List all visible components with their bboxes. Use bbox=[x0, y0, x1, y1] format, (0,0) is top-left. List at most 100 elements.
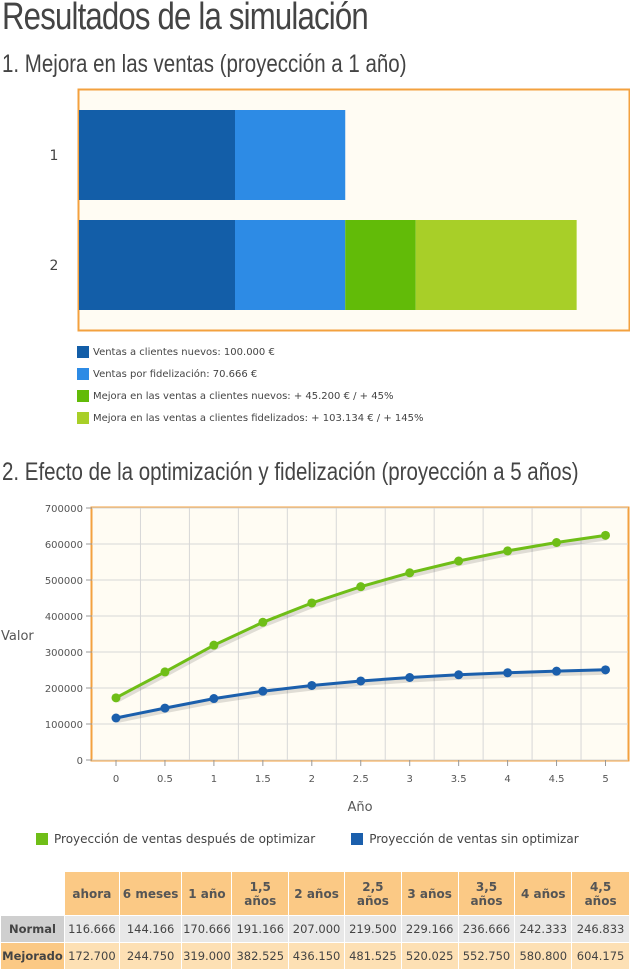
table-cell: 580.800 bbox=[514, 942, 573, 970]
table-cell: 116.666 bbox=[63, 915, 120, 943]
x-tick-label: 1 bbox=[211, 774, 217, 785]
y-tick-label: 700000 bbox=[45, 504, 83, 515]
bar-chart-legend: Ventas a clientes nuevos: 100.000 € Vent… bbox=[77, 341, 424, 429]
table-column-header: 2 años bbox=[288, 871, 345, 916]
x-tick-label: 2.5 bbox=[353, 774, 369, 785]
table-row: Mejorado 172.700 244.750 319.000 382.525 436.… bbox=[0, 942, 630, 970]
data-point bbox=[405, 673, 415, 683]
data-point bbox=[356, 676, 366, 686]
table-column-header: 1 año bbox=[181, 871, 233, 916]
bar-segment bbox=[79, 110, 235, 200]
x-tick-label: 3 bbox=[407, 774, 413, 785]
data-point bbox=[601, 530, 610, 540]
legend-item-optimized: Proyección de ventas después de optimiza… bbox=[36, 832, 315, 846]
y-tick-label: 0 bbox=[77, 756, 83, 767]
bar-segment bbox=[415, 220, 577, 310]
table-cell: 170.666 bbox=[181, 915, 233, 943]
table-cell: 552.750 bbox=[457, 942, 516, 970]
legend-swatch bbox=[36, 833, 48, 845]
table-column-header: 4,5 años bbox=[571, 871, 630, 916]
table-column-header: 3,5 años bbox=[457, 871, 516, 916]
table-column-header: 4 años bbox=[514, 871, 573, 916]
x-tick-label: 1.5 bbox=[255, 774, 271, 785]
x-tick-label: 4 bbox=[504, 774, 510, 785]
table-cell: 236.666 bbox=[457, 915, 516, 943]
table-cell: 481.525 bbox=[343, 942, 402, 970]
y-tick-label: 500000 bbox=[45, 576, 83, 587]
legend-item-new-clients: Ventas a clientes nuevos: 100.000 € bbox=[77, 341, 424, 363]
table-cell: 191.166 bbox=[231, 915, 290, 943]
x-tick-label: 3.5 bbox=[451, 774, 467, 785]
legend-item-not-optimized: Proyección de ventas sin optimizar bbox=[351, 832, 579, 846]
table-column-header: 2,5 años bbox=[343, 871, 402, 916]
bar-chart: 12 bbox=[50, 88, 630, 332]
line-chart: 0 100000 200000 300000 400000 500000 600000 700… bbox=[1, 504, 630, 815]
table-column-header: 6 meses bbox=[118, 871, 183, 916]
x-tick-label: 0 bbox=[113, 774, 119, 785]
table-cell: 207.000 bbox=[288, 915, 345, 943]
table-row-label: Normal bbox=[0, 915, 65, 943]
data-point bbox=[209, 640, 219, 650]
y-tick-label: 300000 bbox=[45, 648, 83, 659]
data-point bbox=[258, 617, 268, 627]
data-point bbox=[552, 537, 562, 547]
x-tick-label: 5 bbox=[602, 774, 608, 785]
data-point bbox=[160, 667, 170, 677]
legend-swatch bbox=[351, 833, 364, 845]
projection-table: ahora 6 meses 1 año 1,5 años 2 años 2,5 años 3… bbox=[0, 871, 630, 970]
x-tick-label: 2 bbox=[309, 774, 315, 785]
data-point bbox=[307, 680, 317, 690]
data-point bbox=[307, 598, 317, 608]
y-tick-label: 600000 bbox=[45, 540, 83, 551]
table-row: Normal 116.666 144.166 170.666 191.166 207.00… bbox=[0, 915, 630, 943]
section-title-sales: 1. Mejora en las ventas (proyección a 1 … bbox=[2, 50, 407, 78]
legend-swatch bbox=[77, 368, 89, 380]
legend-item-improve-new: Mejora en las ventas a clientes nuevos: … bbox=[77, 385, 424, 407]
table-header-row: ahora 6 meses 1 año 1,5 años 2 años 2,5 años 3… bbox=[0, 871, 630, 916]
legend-item-loyalty: Ventas por fidelización: 70.666 € bbox=[77, 363, 424, 385]
data-point bbox=[503, 546, 513, 556]
data-point bbox=[111, 693, 121, 703]
table-column-header: 3 años bbox=[400, 871, 459, 916]
y-axis-label: Valor bbox=[1, 629, 34, 644]
data-point bbox=[405, 568, 415, 578]
table-row-label: Mejorado bbox=[0, 942, 65, 970]
legend-swatch bbox=[77, 412, 89, 424]
x-tick-label: 0.5 bbox=[157, 774, 173, 785]
table-cell: 229.166 bbox=[400, 915, 459, 943]
table-cell: 219.500 bbox=[343, 915, 402, 943]
line-chart-plot bbox=[90, 506, 630, 762]
bar-category-label: 2 bbox=[50, 258, 59, 274]
data-point bbox=[454, 556, 464, 566]
table-cell: 242.333 bbox=[514, 915, 573, 943]
table-column-header: ahora bbox=[63, 871, 120, 916]
table-column-header: 1,5 años bbox=[231, 871, 290, 916]
legend-item-improve-loyal: Mejora en las ventas a clientes fideliza… bbox=[77, 407, 424, 429]
data-point bbox=[209, 694, 219, 704]
x-tick-label: 4.5 bbox=[549, 774, 565, 785]
bar-category-label: 1 bbox=[50, 148, 59, 164]
bar-segment bbox=[235, 110, 346, 200]
bar-segment bbox=[79, 220, 235, 310]
bar-segment bbox=[345, 220, 416, 310]
data-point bbox=[552, 666, 562, 676]
table-cell: 246.833 bbox=[571, 915, 630, 943]
data-point bbox=[356, 582, 366, 592]
table-cell: 319.000 bbox=[181, 942, 233, 970]
table-corner bbox=[0, 871, 65, 916]
table-cell: 436.150 bbox=[288, 942, 345, 970]
bar-segment bbox=[235, 220, 346, 310]
data-point bbox=[160, 703, 170, 713]
table-cell: 604.175 bbox=[571, 942, 630, 970]
table-cell: 520.025 bbox=[400, 942, 459, 970]
table-cell: 382.525 bbox=[231, 942, 290, 970]
line-chart-legend: Proyección de ventas después de optimiza… bbox=[36, 832, 615, 846]
data-point bbox=[503, 668, 513, 678]
table-cell: 172.700 bbox=[63, 942, 120, 970]
legend-swatch bbox=[77, 390, 89, 402]
y-tick-label: 100000 bbox=[45, 720, 83, 731]
data-point bbox=[258, 686, 268, 696]
y-tick-label: 400000 bbox=[45, 612, 83, 623]
section-title-optimization: 2. Efecto de la optimización y fidelizac… bbox=[2, 458, 579, 486]
data-point bbox=[111, 713, 121, 723]
